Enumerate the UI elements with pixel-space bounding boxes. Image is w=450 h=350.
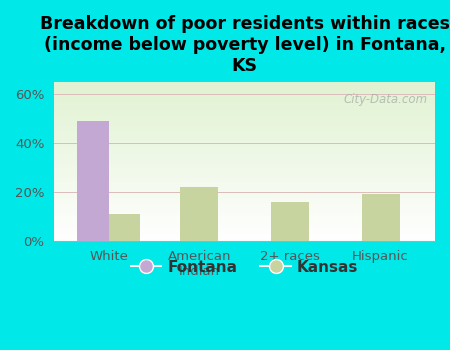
Legend: Fontana, Kansas: Fontana, Kansas bbox=[125, 254, 364, 281]
Bar bbox=[361, 194, 400, 241]
Bar bbox=[108, 214, 140, 241]
Title: Breakdown of poor residents within races
(income below poverty level) in Fontana: Breakdown of poor residents within races… bbox=[40, 15, 450, 75]
Bar bbox=[77, 121, 108, 241]
Bar bbox=[180, 187, 218, 241]
Text: City-Data.com: City-Data.com bbox=[343, 93, 428, 106]
Bar bbox=[271, 202, 309, 241]
